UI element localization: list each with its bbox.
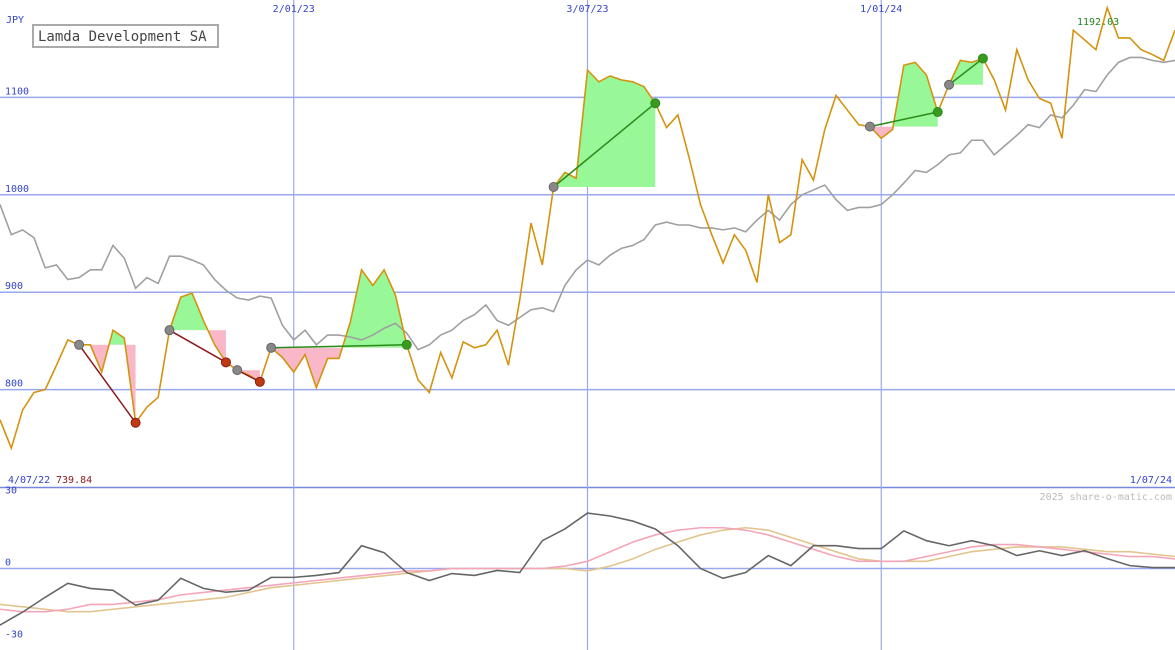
y-tick-label: 30 bbox=[5, 486, 17, 497]
signal-end bbox=[130, 417, 141, 428]
signal-end bbox=[401, 339, 412, 350]
y-tick-label: 0 bbox=[5, 558, 11, 569]
signal-start bbox=[548, 182, 559, 193]
signal-start bbox=[864, 121, 875, 132]
signal-gain-area bbox=[109, 330, 126, 345]
high-label: 1192.03 bbox=[1077, 17, 1119, 28]
y-tick-label: 800 bbox=[5, 379, 23, 390]
signal-line bbox=[948, 57, 984, 86]
y-tick-label: 1000 bbox=[5, 184, 29, 195]
y-tick-label: 1100 bbox=[5, 86, 29, 97]
signal-end bbox=[932, 107, 943, 118]
signal-gain-area bbox=[169, 293, 226, 331]
signal-gain-area bbox=[869, 62, 938, 127]
source: 2025 share-o-matic.com bbox=[1040, 492, 1172, 503]
signal-gain-area bbox=[342, 269, 407, 348]
x-tick-label: 1/07/24 bbox=[1130, 475, 1172, 486]
signal-end bbox=[254, 376, 265, 387]
signal-end bbox=[220, 357, 231, 368]
signal-loss-area bbox=[237, 370, 260, 382]
signal-line bbox=[869, 111, 938, 128]
y-tick-label: -30 bbox=[5, 629, 23, 640]
signal-loss-area bbox=[79, 344, 136, 423]
signal-start bbox=[164, 325, 175, 336]
signal-end bbox=[650, 98, 661, 109]
line-series bbox=[0, 512, 1175, 626]
signal-line bbox=[78, 344, 137, 424]
x-tick-label: 4/07/22 bbox=[8, 475, 50, 486]
x-tick-label: 2/01/23 bbox=[273, 4, 315, 15]
signal-end bbox=[977, 53, 988, 64]
signal-line bbox=[169, 329, 227, 363]
x-tick-label: 1/01/24 bbox=[860, 4, 902, 15]
y-tick-label: 900 bbox=[5, 281, 23, 292]
line-series bbox=[0, 526, 1175, 613]
signal-loss-area bbox=[869, 126, 894, 139]
signal-start bbox=[232, 365, 243, 376]
low-label: 739.84 bbox=[56, 475, 92, 486]
signal-start bbox=[944, 79, 955, 90]
x-tick-label: 3/07/23 bbox=[566, 4, 608, 15]
signal-start bbox=[74, 339, 85, 350]
y-unit: JPY bbox=[6, 15, 24, 26]
signal-loss-area bbox=[553, 187, 656, 188]
chart-title: Lamda Development SA bbox=[38, 29, 207, 45]
signal-line bbox=[271, 344, 407, 349]
signal-line bbox=[553, 102, 656, 188]
signal-start bbox=[266, 342, 277, 353]
line-series bbox=[0, 56, 1175, 351]
title-box bbox=[32, 24, 219, 48]
signal-loss-area bbox=[271, 347, 407, 388]
line-series bbox=[0, 526, 1175, 613]
signal-loss-area bbox=[949, 84, 983, 85]
